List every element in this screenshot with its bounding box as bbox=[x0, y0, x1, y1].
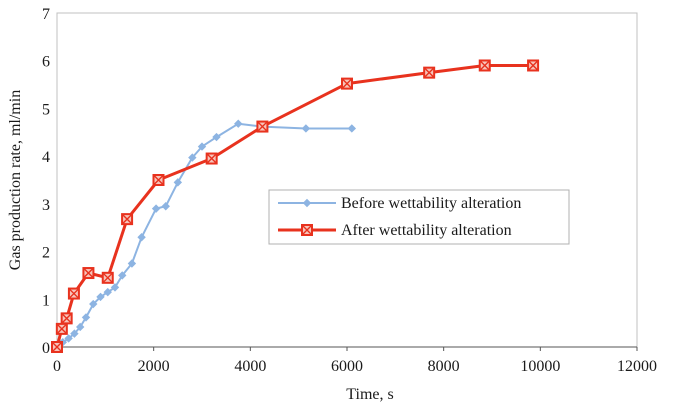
y-tick-label: 1 bbox=[42, 292, 50, 309]
data-point bbox=[110, 283, 120, 292]
plot-area-frame bbox=[56, 12, 638, 348]
y-axis-label: Gas production rate, ml/min bbox=[7, 90, 24, 270]
data-point bbox=[423, 66, 436, 79]
data-point bbox=[67, 287, 80, 300]
data-point bbox=[151, 204, 161, 213]
data-point bbox=[152, 174, 165, 186]
data-point-cross bbox=[103, 273, 113, 283]
data-point-cross bbox=[424, 68, 434, 78]
legend-item: Before wettability alteration bbox=[278, 195, 521, 212]
data-point-cross bbox=[154, 175, 163, 185]
data-point bbox=[161, 202, 170, 211]
legend: Before wettability alteration After wetta… bbox=[268, 189, 570, 245]
data-point-cross bbox=[122, 214, 132, 224]
data-point bbox=[81, 313, 91, 322]
y-tick-label: 7 bbox=[42, 6, 50, 23]
data-point bbox=[256, 120, 269, 133]
data-point bbox=[341, 77, 353, 90]
data-point bbox=[118, 271, 127, 280]
x-tick-label: 8000 bbox=[428, 358, 460, 375]
data-point bbox=[188, 153, 197, 162]
data-point bbox=[60, 312, 73, 325]
data-point bbox=[121, 213, 134, 226]
data-point bbox=[234, 119, 243, 128]
data-point-cross bbox=[257, 122, 267, 132]
y-tick-label: 5 bbox=[42, 101, 50, 118]
data-point-cross bbox=[62, 313, 72, 323]
data-point-cross bbox=[342, 79, 352, 89]
data-point bbox=[55, 322, 68, 335]
legend-item: After wettability alteration bbox=[278, 222, 512, 239]
data-point bbox=[127, 259, 137, 268]
data-point-cross bbox=[52, 342, 62, 352]
data-point-cross bbox=[480, 60, 490, 70]
data-point-cross bbox=[302, 225, 312, 235]
data-point bbox=[89, 299, 98, 309]
x-tick-label: 4000 bbox=[234, 358, 266, 375]
y-tick-label: 6 bbox=[42, 54, 50, 71]
data-point bbox=[301, 124, 311, 133]
data-point bbox=[70, 329, 79, 338]
x-axis-label: Time, s bbox=[346, 386, 393, 403]
x-tick-label: 6000 bbox=[331, 358, 363, 375]
data-point bbox=[205, 152, 218, 165]
data-point-cross bbox=[69, 289, 79, 299]
data-point bbox=[82, 267, 95, 280]
data-point-cross bbox=[83, 268, 93, 278]
data-point-cross bbox=[57, 324, 67, 334]
data-point bbox=[478, 59, 491, 72]
y-tick-label: 0 bbox=[42, 340, 50, 357]
legend-label: After wettability alteration bbox=[341, 222, 512, 239]
data-point bbox=[103, 287, 112, 297]
y-tick-label: 3 bbox=[42, 197, 50, 214]
data-point bbox=[301, 224, 313, 236]
data-point bbox=[347, 124, 357, 133]
data-point bbox=[64, 334, 73, 343]
data-point bbox=[51, 341, 63, 353]
data-point-cross bbox=[207, 154, 217, 164]
data-point bbox=[75, 322, 85, 332]
y-tick-label: 4 bbox=[42, 149, 50, 166]
legend-box bbox=[268, 189, 570, 245]
data-point bbox=[527, 59, 540, 72]
series-2 bbox=[51, 59, 540, 353]
data-point bbox=[197, 142, 207, 151]
y-tick-label: 2 bbox=[42, 245, 50, 262]
x-tick-label: 0 bbox=[53, 358, 61, 375]
data-point-cross bbox=[528, 60, 538, 70]
legend-label: Before wettability alteration bbox=[341, 195, 521, 212]
data-point bbox=[173, 178, 183, 187]
data-point bbox=[137, 233, 146, 242]
x-tick-label: 2000 bbox=[138, 358, 170, 375]
data-point bbox=[96, 292, 105, 302]
data-point bbox=[101, 271, 114, 284]
x-tick-label: 10000 bbox=[520, 358, 560, 375]
x-tick-label: 12000 bbox=[617, 358, 657, 375]
data-point bbox=[212, 132, 221, 142]
data-point bbox=[302, 198, 312, 208]
